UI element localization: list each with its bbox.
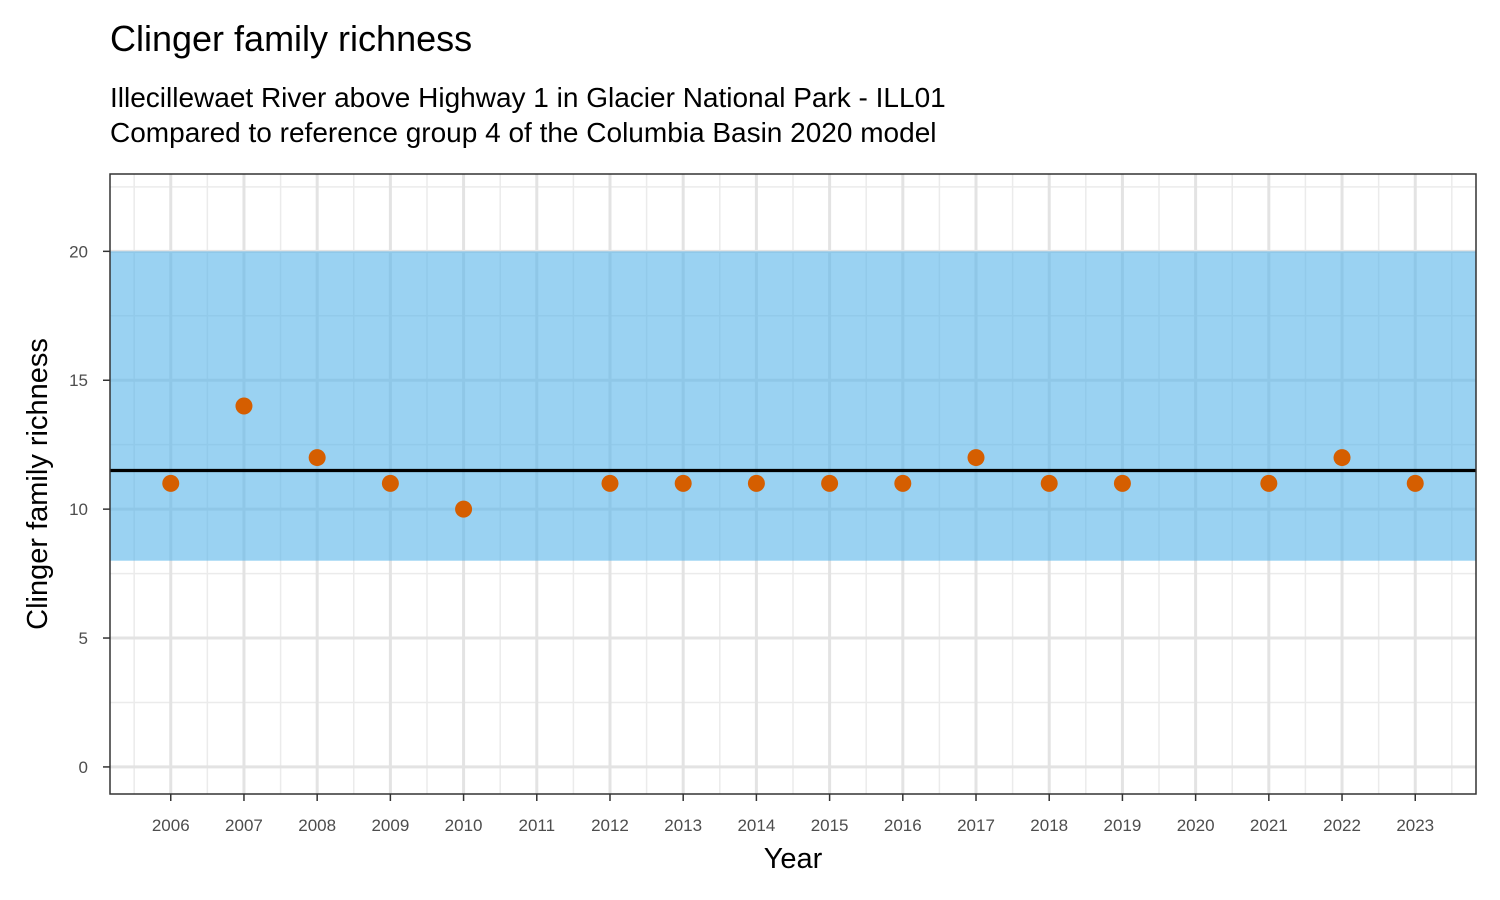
x-tick-label: 2023	[1396, 816, 1434, 835]
panel-border	[109, 173, 1477, 795]
x-tick-label: 2017	[957, 816, 995, 835]
data-point	[1113, 474, 1131, 492]
x-tick-label: 2020	[1177, 816, 1215, 835]
y-tick-label: 15	[69, 371, 88, 390]
reference-band-layer	[110, 251, 1476, 561]
x-tick-label: 2014	[737, 816, 775, 835]
chart-subtitle-line-1: Illecillewaet River above Highway 1 in G…	[110, 82, 946, 113]
chart-title: Clinger family richness	[110, 18, 473, 59]
x-tick-label: 2006	[152, 816, 190, 835]
axis-ticks	[103, 250, 1416, 801]
chart-subtitle-line-2: Compared to reference group 4 of the Col…	[110, 117, 937, 148]
data-point	[308, 449, 326, 467]
y-tick-label: 0	[79, 758, 88, 777]
data-point	[894, 474, 912, 492]
data-point	[674, 474, 692, 492]
x-tick-label: 2013	[664, 816, 702, 835]
reference-band	[110, 251, 1476, 561]
y-tick-labels: 0 5 10 15 20	[69, 242, 88, 777]
y-tick-label: 20	[69, 242, 88, 261]
data-point	[381, 474, 399, 492]
x-tick-label: 2008	[298, 816, 336, 835]
data-point	[455, 500, 473, 518]
data-point	[747, 474, 765, 492]
data-points	[162, 397, 1424, 518]
data-point	[1406, 474, 1424, 492]
x-tick-label: 2019	[1104, 816, 1142, 835]
x-tick-label: 2018	[1030, 816, 1068, 835]
data-point	[601, 474, 619, 492]
x-tick-label: 2022	[1323, 816, 1361, 835]
x-tick-label: 2015	[811, 816, 849, 835]
data-point	[235, 397, 253, 415]
x-tick-label: 2011	[519, 816, 556, 835]
x-tick-label: 2012	[591, 816, 629, 835]
x-tick-labels: 2006 2007 2008 2009 2010 2011 2012 2013 2014 2015…	[152, 816, 1434, 835]
x-tick-label: 2010	[445, 816, 483, 835]
data-point	[1260, 474, 1278, 492]
data-point	[1040, 474, 1058, 492]
x-tick-label: 2009	[371, 816, 409, 835]
data-point	[821, 474, 839, 492]
x-tick-label: 2007	[225, 816, 263, 835]
y-tick-label: 10	[69, 500, 88, 519]
y-tick-label: 5	[79, 629, 88, 648]
x-tick-label: 2016	[884, 816, 922, 835]
y-axis-title: Clinger family richness	[22, 338, 54, 630]
data-point	[967, 449, 985, 467]
x-axis-title: Year	[764, 843, 823, 875]
data-point	[162, 474, 180, 492]
x-tick-label: 2021	[1250, 816, 1288, 835]
data-point	[1333, 449, 1351, 467]
